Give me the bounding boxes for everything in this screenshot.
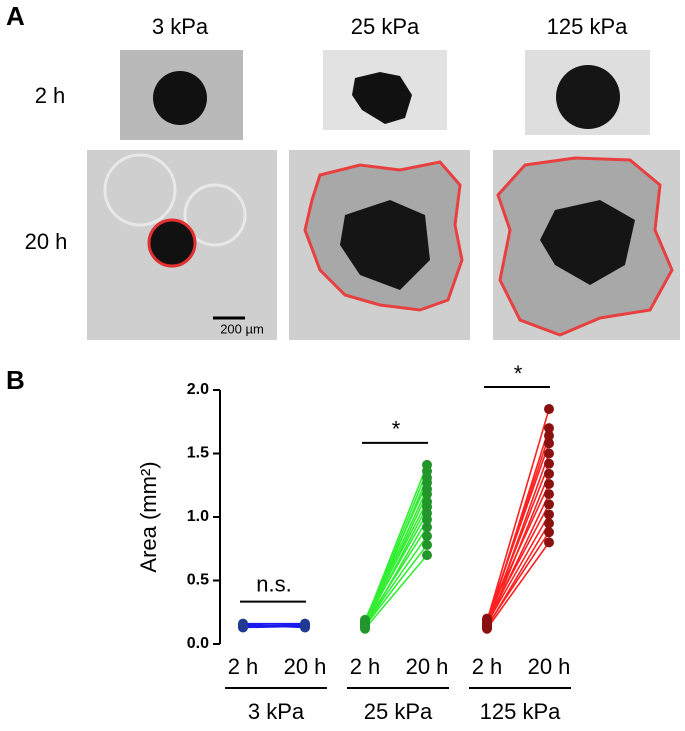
y-tick-label: 0.5 [187, 572, 209, 589]
marker [422, 531, 432, 542]
marker [482, 616, 492, 627]
marker [544, 458, 554, 469]
pair-line [364, 464, 428, 623]
marker [360, 617, 370, 628]
scale-bar-label: 200 µm [220, 321, 264, 336]
marker [544, 423, 554, 434]
micrograph [525, 50, 650, 135]
marker [544, 499, 554, 510]
pair-line [486, 541, 550, 630]
column-label: 125 kPa [547, 14, 628, 39]
x-tick-label: 2 h [228, 654, 259, 679]
column-label: 25 kPa [351, 14, 420, 39]
marker [422, 496, 432, 507]
y-tick-label: 1.0 [187, 508, 209, 525]
marker [422, 539, 432, 550]
y-tick-label: 0.0 [187, 635, 209, 652]
marker [544, 489, 554, 500]
marker [544, 468, 554, 479]
significance-label: * [514, 361, 523, 386]
pair-line [486, 408, 550, 622]
marker [544, 537, 554, 548]
micrograph [87, 150, 277, 340]
group-label: 3 kPa [248, 699, 305, 724]
pair-line [486, 427, 550, 626]
micrograph [120, 50, 243, 140]
pair-line [486, 453, 550, 627]
x-tick-label: 2 h [350, 654, 381, 679]
row-label: 2 h [35, 83, 66, 108]
pair-line [364, 470, 428, 626]
marker [544, 509, 554, 520]
y-tick-label: 1.5 [187, 445, 209, 462]
marker [422, 550, 432, 561]
marker [544, 527, 554, 538]
marker [422, 522, 432, 533]
marker [544, 448, 554, 459]
group-label: 125 kPa [480, 699, 561, 724]
marker [300, 621, 310, 632]
row-label: 20 h [25, 229, 68, 254]
y-axis-label: Area (mm²) [136, 461, 161, 572]
micrograph [493, 150, 680, 340]
panel-label: B [6, 365, 25, 395]
marker [544, 518, 554, 529]
pair-line [486, 514, 550, 625]
column-label: 3 kPa [152, 14, 209, 39]
marker [544, 438, 554, 449]
pair-line [242, 624, 306, 628]
pair-line [364, 477, 428, 628]
significance-label: * [392, 417, 401, 442]
micrograph [289, 150, 470, 340]
group-label: 25 kPa [364, 699, 433, 724]
x-tick-label: 2 h [472, 654, 503, 679]
y-tick-label: 2.0 [187, 381, 209, 398]
x-tick-label: 20 h [528, 654, 571, 679]
marker [544, 430, 554, 441]
pair-line [486, 522, 550, 628]
pair-line [364, 526, 428, 625]
marker [238, 619, 248, 630]
marker [422, 459, 432, 470]
pair-line [364, 554, 428, 630]
significance-label: n.s. [256, 571, 291, 596]
x-tick-label: 20 h [406, 654, 449, 679]
pair-line [364, 544, 428, 627]
marker [544, 478, 554, 489]
micrograph [323, 50, 447, 130]
pair-line [364, 519, 428, 628]
x-tick-label: 20 h [284, 654, 327, 679]
pair-line [486, 473, 550, 628]
panel-label: A [6, 1, 25, 31]
marker [544, 404, 554, 415]
